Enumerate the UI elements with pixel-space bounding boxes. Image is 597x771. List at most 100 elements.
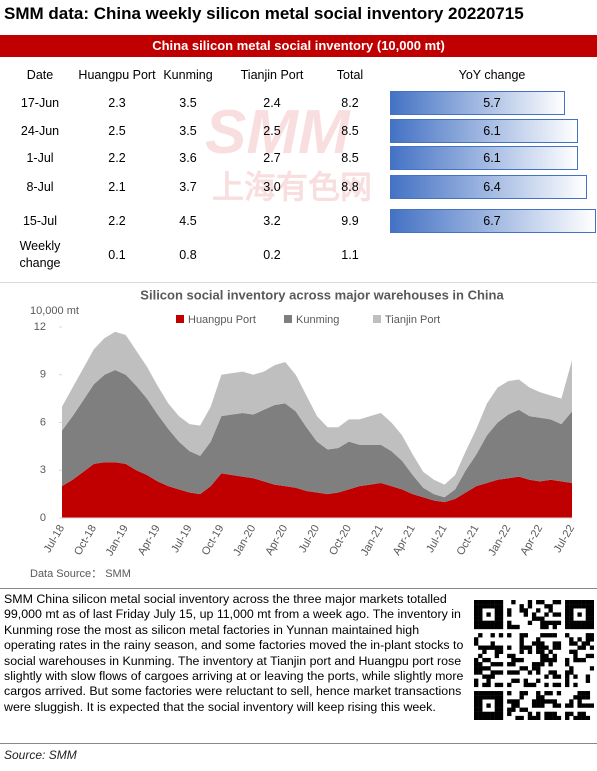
qr-module (474, 637, 479, 642)
qr-module (540, 616, 545, 621)
table-cell: 2.2 (108, 214, 126, 228)
qr-module (540, 662, 545, 667)
qr-module (589, 653, 594, 659)
qr-module (519, 666, 524, 671)
qr-module (548, 620, 553, 626)
qr-module (507, 691, 512, 696)
qr-module (511, 657, 516, 663)
qr-module (536, 691, 541, 696)
qr-module (474, 691, 479, 696)
legend-swatch (373, 315, 381, 323)
qr-module (540, 641, 545, 646)
qr-module (577, 691, 582, 696)
table-cell: 0.8 (179, 248, 197, 262)
x-tick-label: Jul-20 (297, 523, 322, 555)
qr-module (565, 674, 570, 679)
qr-module (540, 600, 545, 605)
qr-module (482, 682, 487, 688)
qr-module (494, 645, 500, 650)
table-cell: 2.5 (263, 124, 281, 138)
qr-module (565, 715, 570, 720)
qr-module (482, 711, 487, 717)
column-header: Huangpu Port (78, 68, 156, 82)
qr-module (511, 699, 516, 704)
table-cell: 2.7 (263, 151, 281, 165)
qr-module (585, 703, 591, 708)
qr-module (515, 678, 520, 683)
qr-module (536, 711, 541, 717)
qr-module (478, 653, 483, 659)
qr-module (482, 604, 487, 609)
qr-module (519, 657, 524, 663)
table-cell: 6.1 (483, 124, 501, 138)
qr-module (519, 707, 524, 712)
qr-module (536, 600, 541, 605)
qr-module (478, 600, 483, 605)
qr-module (552, 645, 557, 650)
qr-module (577, 657, 582, 663)
qr-module (556, 674, 562, 679)
qr-module (544, 657, 549, 663)
qr-module (474, 657, 479, 663)
qr-module (536, 637, 541, 642)
qr-module (498, 670, 504, 675)
qr-module (486, 678, 491, 683)
qr-module (577, 637, 582, 642)
qr-module (540, 633, 545, 638)
qr-module (490, 645, 495, 650)
table-cell: 3.7 (179, 180, 197, 194)
qr-module (523, 691, 528, 696)
row-label: 15-Jul (22, 214, 58, 228)
qr-module (577, 699, 582, 704)
qr-module (523, 608, 528, 613)
qr-module (474, 715, 479, 720)
qr-module (498, 600, 504, 605)
qr-module (536, 678, 541, 683)
qr-module (540, 703, 545, 708)
y-tick-label: 3 (40, 464, 46, 476)
qr-module (544, 653, 549, 659)
qr-module (482, 691, 487, 696)
qr-module (486, 691, 491, 696)
qr-module (515, 715, 520, 720)
qr-module (478, 645, 483, 650)
qr-module (519, 649, 524, 654)
qr-module (515, 657, 520, 663)
qr-module (498, 620, 504, 626)
qr-module (494, 699, 500, 704)
qr-module (527, 620, 533, 626)
qr-module (494, 703, 500, 708)
qr-module (548, 608, 553, 613)
qr-module (494, 649, 500, 654)
qr-module (494, 711, 500, 717)
qr-module (577, 645, 582, 650)
qr-module (507, 662, 512, 667)
qr-module (573, 674, 578, 679)
qr-module (540, 620, 545, 626)
row-label: Weekly change (19, 239, 61, 270)
qr-module (478, 695, 483, 700)
qr-module (519, 695, 524, 700)
qr-module (482, 695, 487, 700)
qr-module (569, 608, 574, 613)
qr-module (507, 645, 512, 650)
qr-module (577, 612, 582, 617)
x-tick-label: Jul-21 (424, 523, 449, 555)
qr-module (494, 670, 500, 675)
qr-module (585, 653, 591, 659)
qr-module (540, 624, 545, 630)
table-cell: 3.2 (263, 214, 281, 228)
divider (0, 588, 597, 589)
qr-module (498, 703, 504, 708)
qr-module (577, 620, 582, 626)
qr-module (486, 624, 491, 630)
x-tick-label: Jul-22 (552, 523, 577, 555)
qr-module (498, 699, 504, 704)
qr-module (585, 637, 591, 642)
qr-module (494, 620, 500, 626)
qr-module (498, 707, 504, 712)
x-tick-label: Jan-22 (486, 523, 513, 558)
qr-module (544, 633, 549, 638)
qr-module (478, 711, 483, 717)
qr-module (581, 604, 586, 609)
